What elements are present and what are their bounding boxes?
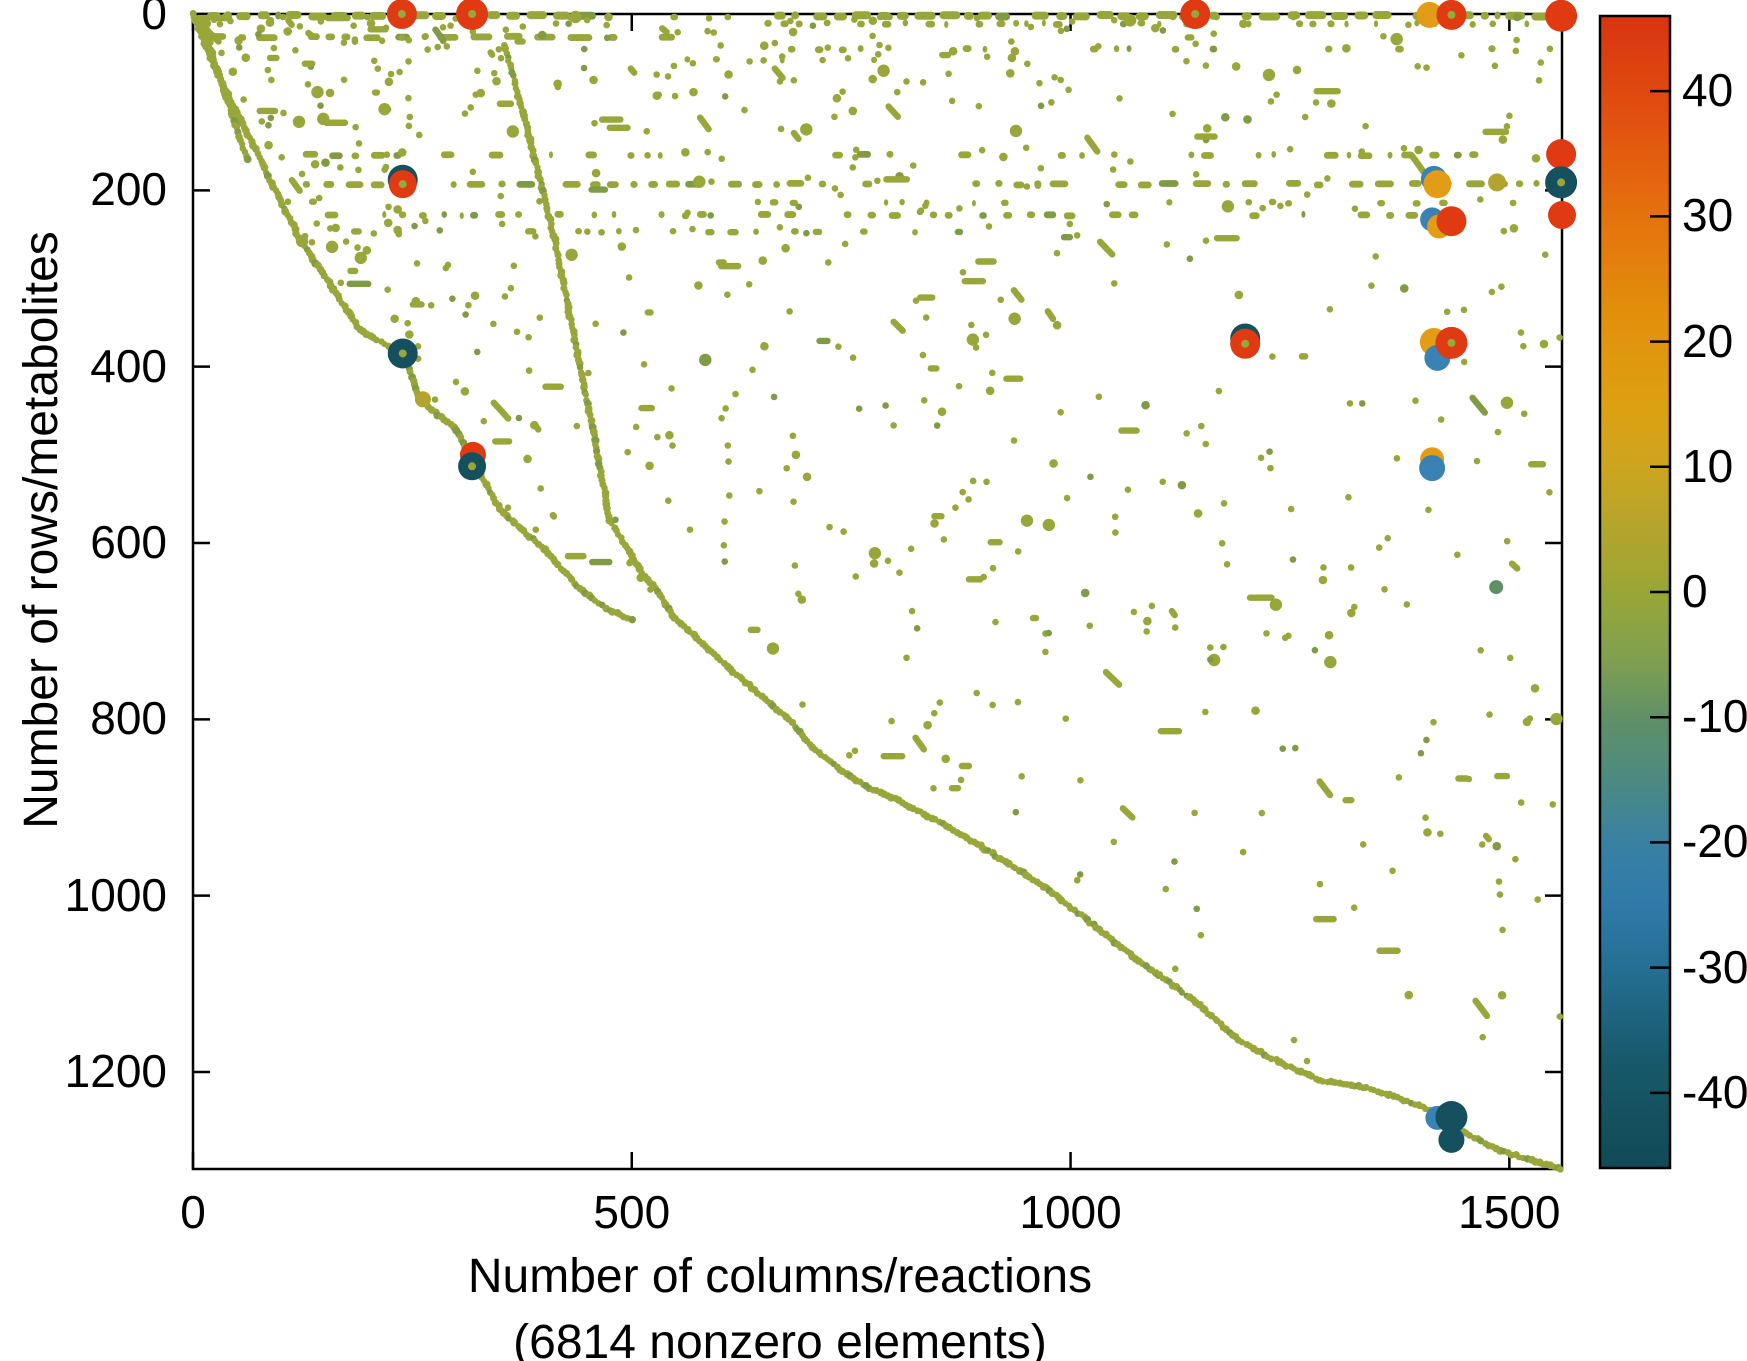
y-tick-label: 1000 (64, 868, 167, 921)
big-marker-orange (1423, 170, 1452, 199)
big-marker-olive_big (1488, 173, 1507, 192)
big-marker-red (1546, 139, 1577, 170)
colorbar-tick-label: -40 (1682, 1065, 1747, 1118)
colorbar-tick-label: 0 (1682, 565, 1708, 617)
x-tick-label: 500 (593, 1186, 671, 1238)
big-marker-seagreen (1489, 580, 1504, 595)
x-tick-label: 1000 (1019, 1186, 1122, 1238)
big-marker-red (1548, 201, 1576, 230)
big-marker-olive_big (414, 391, 431, 408)
y-tick-label: 1200 (64, 1045, 167, 1097)
x-tick-label: 0 (180, 1186, 206, 1238)
y-tick-label: 800 (90, 692, 167, 745)
big-marker-orange (1416, 1, 1443, 28)
y-tick-label: 0 (141, 0, 167, 39)
colorbar-tick-label: -20 (1682, 815, 1747, 868)
big-marker-red (1545, 0, 1578, 32)
colorbar-tick-label: -30 (1682, 940, 1747, 993)
y-tick-label: 400 (90, 339, 167, 392)
x-tick-label: 1500 (1458, 1186, 1561, 1238)
y-tick-label: 200 (90, 163, 167, 216)
colorbar (1598, 14, 1672, 1170)
y-tick-label: 600 (90, 516, 167, 568)
colorbar-tick-label: 20 (1682, 314, 1734, 367)
big-marker-red (1436, 206, 1467, 237)
matrix-nonzero-dots (189, 9, 1573, 1173)
big-marker-teal (1438, 1126, 1465, 1153)
big-marker-teal (1435, 1100, 1468, 1133)
x-axis-sublabel: (6814 nonzero elements) (513, 1316, 1047, 1361)
colorbar-tick-label: 40 (1682, 64, 1734, 117)
highlighted-entries (386, 0, 1578, 1153)
x-axis-label: Number of columns/reactions (467, 1250, 1093, 1303)
colorbar-tick-label: -10 (1682, 690, 1747, 743)
colorbar-tick-label: 30 (1682, 189, 1734, 242)
colorbar-tick-label: 10 (1682, 439, 1734, 492)
big-marker-blue (1419, 455, 1446, 482)
